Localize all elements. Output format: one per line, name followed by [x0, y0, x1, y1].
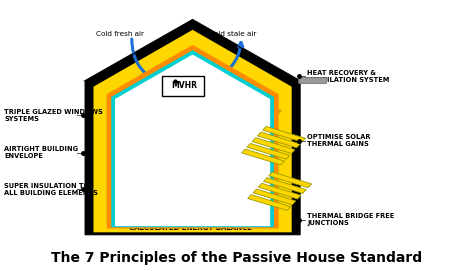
Polygon shape [257, 132, 300, 148]
Text: Cold stale air: Cold stale air [209, 31, 256, 37]
Polygon shape [83, 19, 302, 81]
Polygon shape [248, 195, 291, 210]
Text: CALCULATED ENERGY BALANCE: CALCULATED ENERGY BALANCE [129, 225, 252, 231]
Text: AIRTIGHT BUILDING
ENVELOPE: AIRTIGHT BUILDING ENVELOPE [4, 146, 78, 159]
Polygon shape [107, 45, 279, 228]
Text: warm
fresh
air: warm fresh air [210, 108, 231, 128]
Text: Cold fresh air: Cold fresh air [96, 31, 144, 37]
Polygon shape [258, 183, 301, 199]
Polygon shape [242, 149, 284, 165]
Polygon shape [115, 54, 270, 226]
Text: warm
stale
air: warm stale air [119, 104, 139, 124]
Text: MVHR: MVHR [171, 81, 197, 91]
Bar [298, 77, 326, 83]
Text: TRIPLE GLAZED WINDOWS
SYSTEMS: TRIPLE GLAZED WINDOWS SYSTEMS [4, 109, 103, 122]
Polygon shape [253, 189, 296, 205]
Polygon shape [93, 30, 292, 232]
Polygon shape [111, 50, 274, 227]
Text: The 7 Principles of the Passive House Standard: The 7 Principles of the Passive House St… [52, 251, 422, 265]
Text: THERMAL BRIDGE FREE
JUNCTIONS: THERMAL BRIDGE FREE JUNCTIONS [307, 214, 394, 227]
Polygon shape [264, 178, 306, 193]
Polygon shape [263, 126, 305, 142]
Polygon shape [247, 143, 290, 159]
Polygon shape [252, 138, 295, 153]
Text: HEAT RECOVERY &
VENTILATION SYSTEM: HEAT RECOVERY & VENTILATION SYSTEM [307, 70, 390, 83]
Polygon shape [85, 20, 300, 235]
Polygon shape [269, 172, 311, 188]
Text: OPTIMISE SOLAR
THERMAL GAINS: OPTIMISE SOLAR THERMAL GAINS [307, 134, 371, 147]
FancyBboxPatch shape [162, 76, 204, 96]
Text: SUPER INSULATION TO
ALL BUILDING ELEMENTS: SUPER INSULATION TO ALL BUILDING ELEMENT… [4, 183, 98, 196]
